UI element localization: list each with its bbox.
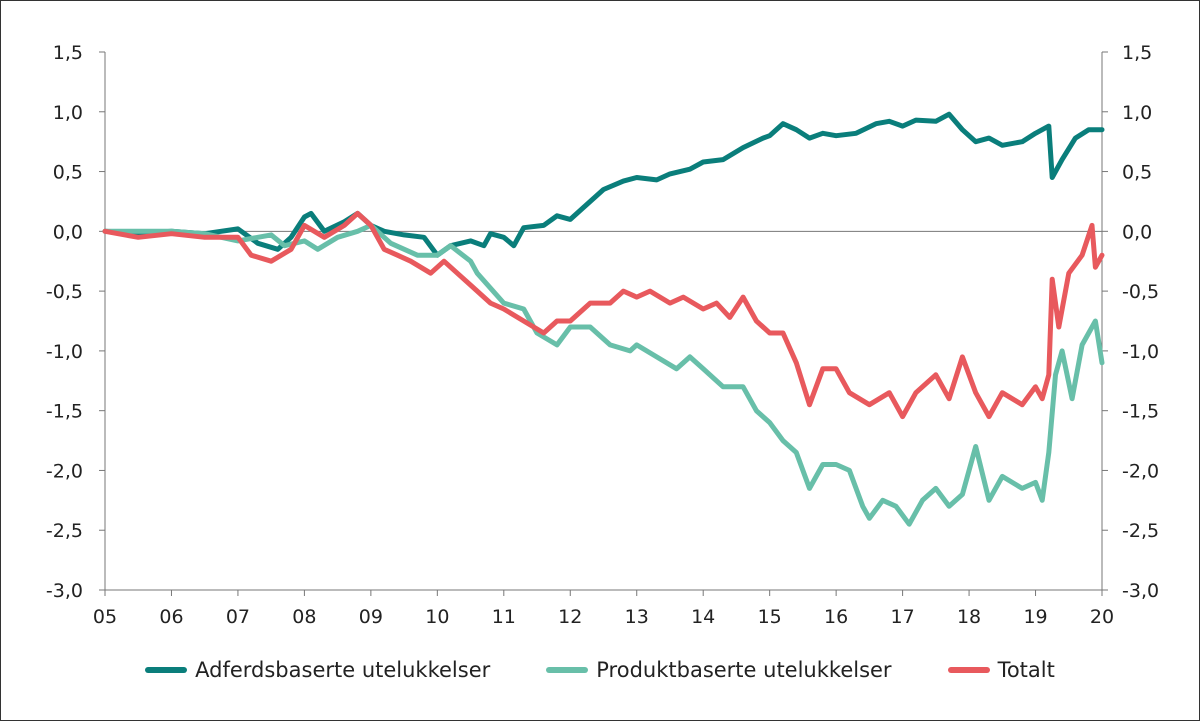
legend: Adferdsbaserte utelukkelser Produktbaser… <box>0 658 1200 682</box>
x-tick-label: 12 <box>558 606 582 628</box>
y-tick-label-left: -2,0 <box>46 460 83 482</box>
y-tick-label-right: -3,0 <box>1122 580 1159 602</box>
y-tick-label-right: 1,0 <box>1122 102 1152 124</box>
x-tick-label: 15 <box>758 606 782 628</box>
x-tick-label: 07 <box>226 606 250 628</box>
legend-swatch <box>546 667 589 673</box>
x-tick-label: 08 <box>292 606 316 628</box>
legend-swatch <box>947 667 990 673</box>
y-tick-label-right: 0,0 <box>1122 221 1152 243</box>
y-tick-label-left: -1,5 <box>46 401 83 423</box>
x-tick-label: 05 <box>93 606 117 628</box>
y-tick-label-left: -3,0 <box>46 580 83 602</box>
y-tick-label-right: -2,0 <box>1122 460 1159 482</box>
x-tick-label: 09 <box>359 606 383 628</box>
y-tick-label-left: 0,0 <box>53 221 83 243</box>
x-tick-label: 06 <box>159 606 183 628</box>
y-tick-label-right: 1,5 <box>1122 42 1152 64</box>
y-tick-label-left: 1,5 <box>53 42 83 64</box>
legend-item-adferdsbaserte: Adferdsbaserte utelukkelser <box>145 658 490 682</box>
y-tick-label-right: 0,5 <box>1122 162 1152 184</box>
x-tick-label: 11 <box>492 606 516 628</box>
y-tick-label-right: -0,5 <box>1122 281 1159 303</box>
legend-item-totalt: Totalt <box>947 658 1055 682</box>
y-tick-label-left: 0,5 <box>53 162 83 184</box>
x-tick-label: 13 <box>625 606 649 628</box>
series-line-2 <box>102 210 1105 420</box>
y-tick-label-left: -0,5 <box>46 281 83 303</box>
legend-label: Adferdsbaserte utelukkelser <box>195 658 491 682</box>
x-tick-label: 18 <box>957 606 981 628</box>
series-line-1 <box>102 222 1105 527</box>
x-tick-label: 19 <box>1023 606 1047 628</box>
legend-item-produktbaserte: Produktbaserte utelukkelser <box>546 658 892 682</box>
y-tick-label-left: -1,0 <box>46 341 83 363</box>
y-tick-label-right: -2,5 <box>1122 520 1159 542</box>
y-tick-label-left: 1,0 <box>53 102 83 124</box>
x-tick-label: 16 <box>824 606 848 628</box>
y-tick-label-left: -2,5 <box>46 520 83 542</box>
line-chart: 1,5 1,5 1,0 1,0 0,5 0,5 0,0 0,0 -0,5 -0,5 -1,0 -1,0… <box>46 42 1159 628</box>
legend-label: Totalt <box>997 658 1055 682</box>
y-tick-label-right: -1,0 <box>1122 341 1159 363</box>
legend-swatch <box>145 667 188 673</box>
legend-label: Produktbaserte utelukkelser <box>596 658 892 682</box>
x-tick-label: 20 <box>1090 606 1114 628</box>
series-line-0 <box>102 111 1105 258</box>
x-tick-label: 10 <box>425 606 449 628</box>
x-tick-label: 17 <box>891 606 915 628</box>
y-tick-label-right: -1,5 <box>1122 401 1159 423</box>
x-tick-label: 14 <box>691 606 715 628</box>
